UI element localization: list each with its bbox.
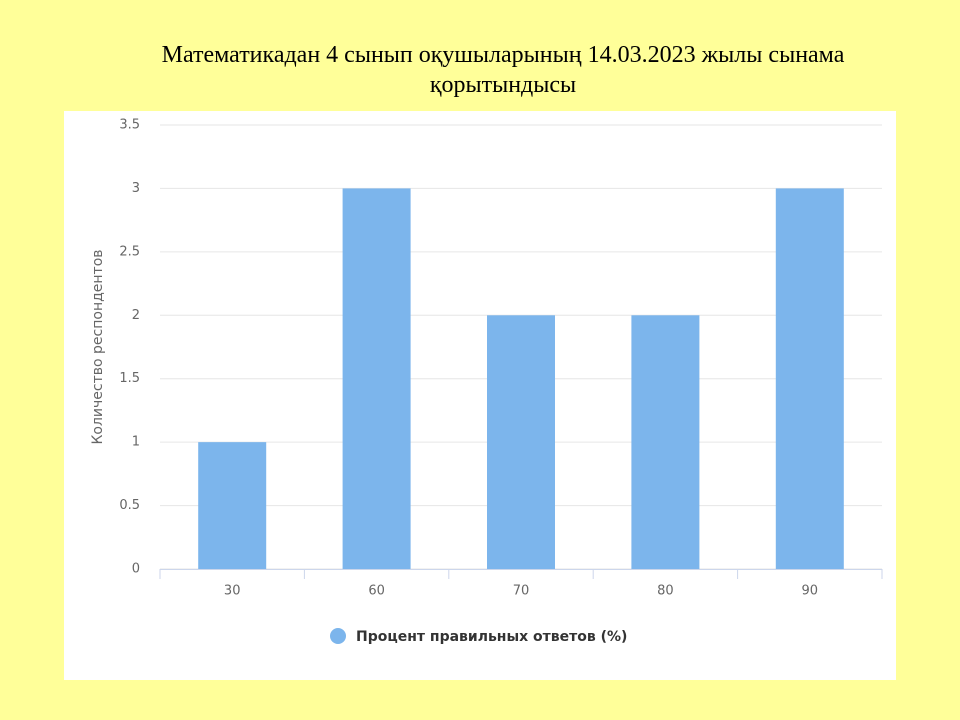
bar (631, 315, 700, 569)
y-tick-label: 3 (132, 181, 140, 196)
y-tick-label: 2 (132, 308, 140, 323)
y-tick-label: 3.5 (119, 118, 140, 133)
x-tick-label: 60 (368, 584, 385, 599)
x-tick-label: 70 (513, 584, 530, 599)
y-axis-title: Количество респондентов (90, 249, 106, 444)
bar (775, 188, 844, 569)
y-tick-label: 2.5 (119, 244, 140, 259)
y-tick-label: 1.5 (119, 371, 140, 386)
y-tick-label: 0.5 (119, 498, 140, 513)
y-tick-label: 1 (132, 435, 140, 450)
x-tick-label: 90 (802, 584, 819, 599)
slide-title: Математикадан 4 сынып оқушыларының 14.03… (161, 42, 845, 98)
bar (342, 188, 411, 569)
legend-label: Процент правильных ответов (%) (356, 629, 627, 645)
chart-panel (64, 111, 896, 680)
y-tick-label: 0 (132, 562, 140, 577)
x-tick-label: 80 (657, 584, 674, 599)
bar (487, 315, 555, 569)
bar (198, 442, 267, 569)
x-tick-label: 30 (224, 584, 241, 599)
legend-marker (330, 628, 346, 644)
